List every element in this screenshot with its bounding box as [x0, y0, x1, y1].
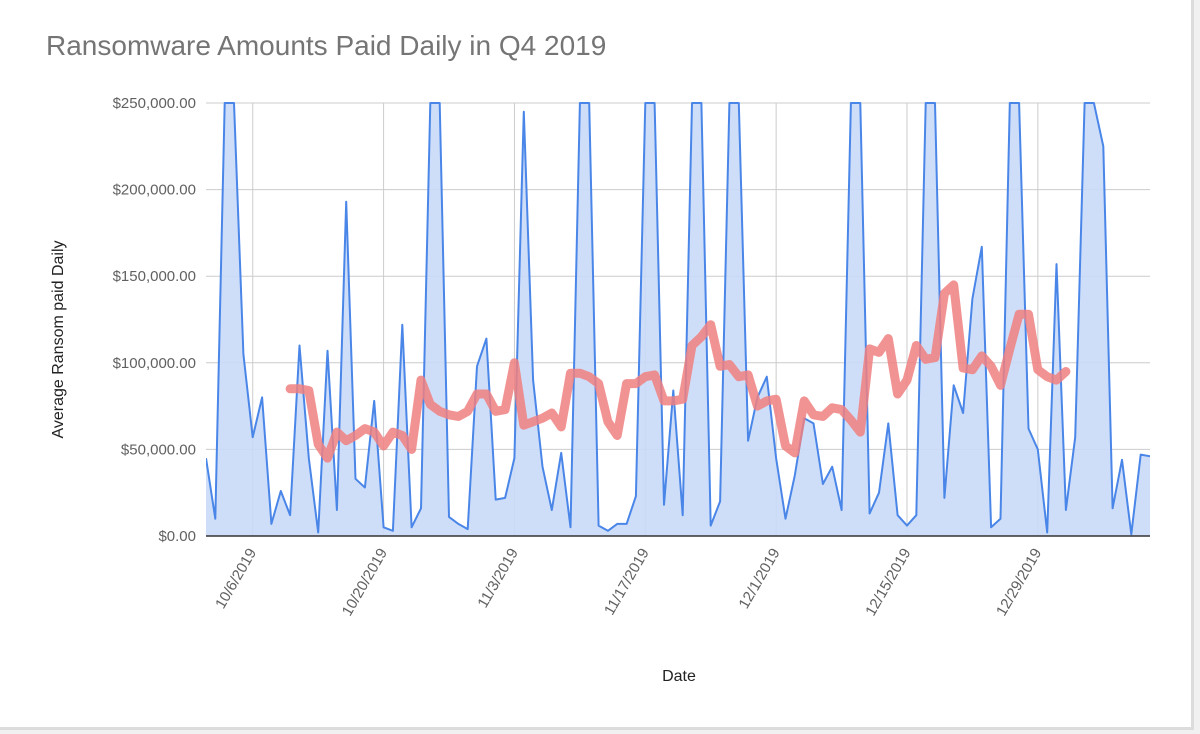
x-tick-label: 10/6/2019 [212, 546, 260, 612]
y-axis-tick-labels: $0.00 $50,000.00 $100,000.00 $150,000.00 $20… [113, 95, 196, 545]
x-axis-tick-labels: 10/6/2019 10/20/2019 11/3/2019 11/17/2019 12… [212, 546, 1045, 620]
trend-series-line [285, 280, 1071, 463]
x-tick-label: 11/3/2019 [474, 546, 522, 611]
x-axis-title: Date [662, 668, 696, 685]
y-tick-label: $0.00 [158, 528, 196, 545]
x-tick-label: 10/20/2019 [339, 546, 391, 620]
x-tick-label: 12/15/2019 [862, 546, 914, 620]
daily-series-line [206, 102, 1150, 536]
x-tick-label: 12/1/2019 [736, 546, 784, 612]
chart-title: Ransomware Amounts Paid Daily in Q4 2019 [46, 30, 607, 61]
y-tick-label: $150,000.00 [113, 268, 196, 285]
y-tick-label: $250,000.00 [113, 95, 196, 112]
y-tick-label: $50,000.00 [121, 441, 196, 458]
y-tick-label: $200,000.00 [113, 182, 196, 199]
x-tick-label: 12/29/2019 [993, 546, 1045, 620]
x-tick-label: 11/17/2019 [601, 546, 653, 619]
y-axis-title: Average Ransom paid Daily [50, 240, 67, 438]
y-tick-label: $100,000.00 [113, 355, 196, 372]
plot-area [206, 102, 1150, 537]
